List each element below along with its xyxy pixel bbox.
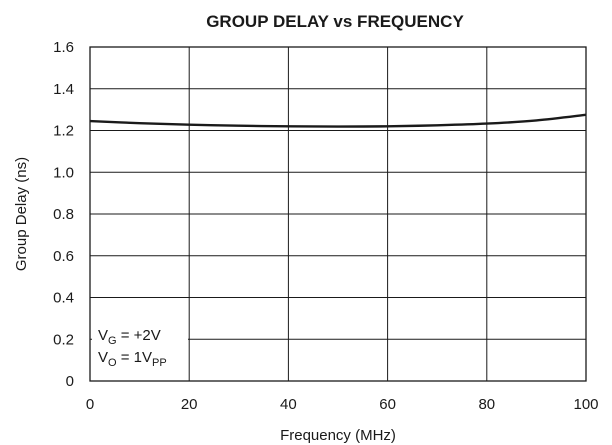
x-tick-label: 60: [379, 396, 396, 413]
chart-title: GROUP DELAY vs FREQUENCY: [206, 12, 464, 31]
y-tick-label: 0: [66, 373, 74, 390]
plot-frame: [89, 46, 587, 382]
x-tick-label: 0: [86, 396, 94, 413]
y-tick-label: 0.6: [53, 248, 74, 265]
condition-output: VO = 1VPP: [98, 349, 167, 369]
tick-labels: 0 20 40 60 80 100 0 0.2 0.4 0.6 0.8 1.0 1.2 1.4 1.6: [53, 39, 598, 413]
x-tick-label: 20: [181, 396, 198, 413]
x-tick-label: 100: [573, 396, 598, 413]
series-line: [89, 113, 587, 128]
y-tick-label: 0.8: [53, 206, 74, 223]
y-tick-label: 1.6: [53, 39, 74, 56]
y-axis-label: Group Delay (ns): [13, 157, 30, 271]
grid-lines: [90, 47, 586, 381]
y-tick-label: 1.4: [53, 81, 74, 98]
condition-gain: VG = +2V: [98, 327, 161, 347]
conditions-box: [92, 318, 188, 379]
y-tick-label: 0.2: [53, 331, 74, 348]
x-axis-label: Frequency (MHz): [280, 427, 396, 444]
y-tick-label: 1.2: [53, 123, 74, 140]
y-tick-label: 0.4: [53, 290, 74, 307]
x-tick-label: 80: [478, 396, 495, 413]
x-tick-label: 40: [280, 396, 297, 413]
y-tick-label: 1.0: [53, 164, 74, 181]
